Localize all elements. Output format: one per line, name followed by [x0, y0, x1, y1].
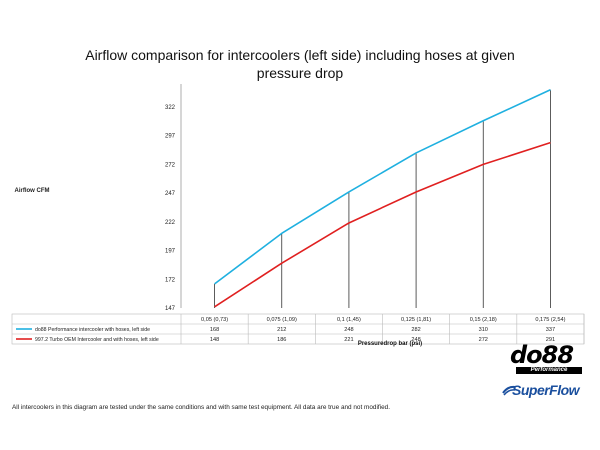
footer-note: All intercoolers in this diagram are tes… — [12, 404, 390, 411]
series-line-2 — [214, 141, 551, 308]
data-label: 148 — [210, 337, 219, 343]
x-tick-label: 0,1 (1,45) — [337, 317, 361, 323]
data-label: 282 — [411, 327, 420, 333]
do88-logo-text: do88 — [510, 341, 574, 369]
data-label: 310 — [479, 327, 488, 333]
data-label: 272 — [479, 337, 488, 343]
data-label: 337 — [546, 327, 555, 333]
legend-entry: do88 Performance intercooler with hoses,… — [35, 327, 150, 333]
x-tick-label: 0,15 (2,18) — [470, 317, 497, 323]
y-tick-label: 147 — [165, 306, 176, 312]
x-tick-label: 0,125 (1,81) — [401, 317, 431, 323]
legend-entry: 997.2 Turbo OEM Intercooler and with hos… — [35, 337, 159, 343]
y-tick-label: 222 — [165, 220, 176, 226]
series-line-1 — [214, 89, 551, 285]
y-axis-label: Airflow CFM — [14, 188, 50, 194]
data-label: 248 — [344, 327, 353, 333]
y-tick-label: 172 — [165, 277, 176, 283]
y-tick-label: 247 — [165, 191, 176, 197]
superflow-logo-text: SuperFlow — [512, 382, 580, 398]
y-tick-label: 322 — [165, 105, 176, 111]
superflow-swoosh-icon — [502, 385, 516, 396]
data-label: 291 — [546, 337, 555, 343]
data-label: 186 — [277, 337, 286, 343]
data-label: 248 — [411, 337, 420, 343]
do88-logo: do88 Performance — [510, 341, 584, 375]
do88-logo-subtext: Performance — [516, 367, 582, 374]
data-label: 221 — [344, 337, 353, 343]
y-tick-label: 297 — [165, 134, 176, 140]
y-tick-label: 272 — [165, 162, 176, 168]
data-label: 168 — [210, 327, 219, 333]
y-tick-label: 197 — [165, 249, 176, 255]
x-tick-label: 0,075 (1,09) — [267, 317, 297, 323]
data-label: 212 — [277, 327, 286, 333]
x-axis-label: Pressuredrop bar (psi) — [357, 341, 423, 347]
x-tick-label: 0,05 (0,73) — [201, 317, 228, 323]
superflow-logo: SuperFlow — [502, 382, 588, 400]
x-tick-label: 0,175 (2,54) — [535, 317, 565, 323]
chart-title: Airflow comparison for intercoolers (lef… — [85, 47, 515, 81]
